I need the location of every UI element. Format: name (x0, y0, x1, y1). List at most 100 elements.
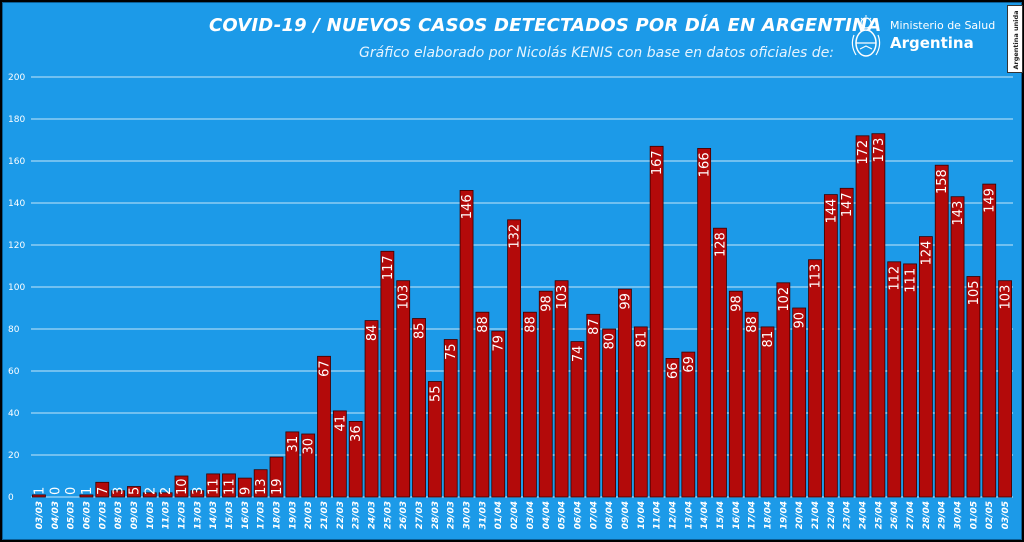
x-tick-label: 18/04 (764, 501, 774, 529)
x-tick-label: 10/03 (146, 501, 156, 529)
y-axis-ticks: 0 20 40 60 80 100 120 140 160 180 200 (8, 73, 25, 503)
bar-01/04 (491, 330, 506, 498)
x-tick-label: 22/04 (827, 501, 837, 529)
x-tick-label: 20/04 (795, 501, 805, 529)
bar-02/05 (982, 183, 997, 498)
bar-value-label: 0 (48, 487, 63, 495)
bar-value-label: 85 (413, 323, 428, 340)
bar-08/04 (602, 328, 617, 498)
x-tick-label: 21/03 (320, 501, 330, 529)
bar-value-label: 9 (238, 487, 253, 495)
bar-value-label: 2 (159, 487, 174, 495)
x-tick-label: 09/04 (621, 501, 631, 529)
bar-value-label: 19 (270, 478, 285, 495)
x-tick-label: 01/04 (494, 501, 504, 529)
bar-25/04 (871, 133, 886, 498)
bar-value-label: 36 (349, 425, 364, 442)
bar-value-label: 103 (397, 285, 412, 310)
bar-28/03 (427, 381, 442, 498)
x-tick-label: 06/03 (82, 501, 92, 529)
bar-value-label: 167 (650, 150, 665, 175)
bar-25/03 (380, 250, 395, 498)
x-tick-label: 28/04 (922, 501, 932, 529)
bar-value-label: 10 (175, 478, 190, 495)
x-tick-label: 18/03 (273, 501, 283, 529)
x-tick-label: 03/04 (526, 501, 536, 529)
bar-03/05 (998, 280, 1012, 498)
bar-29/03 (443, 339, 458, 498)
x-tick-label: 15/04 (716, 501, 726, 529)
y-tick-200: 200 (8, 73, 25, 83)
x-tick-label: 25/03 (383, 501, 393, 529)
bar-07/03 (95, 481, 110, 498)
x-tick-label: 04/03 (51, 501, 61, 529)
bar-value-label: 147 (840, 192, 855, 217)
bar-value-label: 2 (143, 487, 158, 495)
bar-09/04 (618, 288, 632, 498)
bar-26/03 (396, 280, 411, 498)
x-tick-label: 23/04 (843, 501, 853, 529)
x-tick-label: 08/04 (605, 501, 615, 529)
bar-15/04 (713, 227, 727, 498)
bar-22/04 (823, 194, 838, 498)
x-tick-label: 23/03 (352, 501, 362, 529)
x-tick-label: 15/03 (225, 501, 235, 529)
x-tick-label: 07/03 (98, 501, 108, 529)
bar-value-label: 41 (333, 415, 348, 432)
x-axis-ticks: 03/03 04/03 05/03 06/03 07/03 08/03 09/03 10/03… (35, 501, 1011, 529)
bar-value-label: 11 (207, 478, 222, 495)
y-tick-120: 120 (8, 241, 25, 251)
bar-value-label: 117 (381, 255, 396, 280)
bar-09/03 (127, 486, 141, 498)
bar-17/03 (253, 469, 268, 498)
x-tick-label: 29/04 (938, 501, 948, 529)
bar-value-label: 31 (286, 436, 301, 453)
bar-value-label: 79 (492, 335, 507, 352)
bar-value-label: 55 (428, 386, 443, 403)
x-tick-label: 25/04 (874, 501, 884, 529)
x-tick-label: 09/03 (130, 501, 140, 529)
y-tick-40: 40 (8, 409, 20, 419)
bar-03/04 (523, 311, 537, 498)
y-tick-180: 180 (8, 115, 25, 125)
bar-value-label: 98 (729, 295, 744, 312)
bar-value-label: 11 (222, 478, 237, 495)
bar-value-label: 103 (555, 285, 570, 310)
x-tick-label: 22/03 (336, 501, 346, 529)
bar-value-label: 5 (127, 487, 142, 495)
bar-value-label: 113 (809, 264, 824, 289)
x-tick-label: 27/04 (906, 501, 916, 529)
x-tick-label: 03/05 (1001, 501, 1011, 529)
bar-07/04 (586, 313, 601, 498)
bar-13/04 (681, 351, 696, 498)
x-tick-label: 11/03 (162, 501, 172, 529)
bar-26/04 (887, 261, 902, 498)
bar-24/03 (364, 320, 379, 498)
x-tick-label: 27/03 (415, 501, 425, 529)
bar-12/04 (665, 357, 680, 498)
bar-22/03 (332, 410, 347, 498)
bar-19/04 (776, 282, 791, 498)
x-tick-label: 31/03 (478, 501, 488, 529)
bar-31/03 (475, 311, 490, 498)
bar-value-label: 7 (96, 487, 111, 495)
bar-value-label: 0 (64, 487, 79, 495)
bar-value-label: 88 (745, 316, 760, 333)
bar-value-label: 143 (951, 201, 966, 226)
y-tick-160: 160 (8, 157, 25, 167)
x-tick-label: 24/03 (368, 501, 378, 529)
bar-27/04 (903, 263, 917, 498)
x-tick-label: 16/04 (732, 501, 742, 529)
x-tick-label: 17/04 (748, 501, 758, 529)
bar-30/04 (950, 196, 965, 498)
bar-value-label: 75 (444, 344, 459, 361)
argentina-unida-badge: Argentina unida (1007, 5, 1023, 73)
x-tick-label: 06/04 (573, 501, 583, 529)
chart-title: COVID-19 / NUEVOS CASOS DETECTADOS POR D… (209, 15, 882, 36)
bar-03/03 (32, 494, 46, 498)
bar-value-label: 144 (824, 199, 839, 224)
bars (32, 133, 1012, 498)
x-tick-label: 29/03 (447, 501, 457, 529)
